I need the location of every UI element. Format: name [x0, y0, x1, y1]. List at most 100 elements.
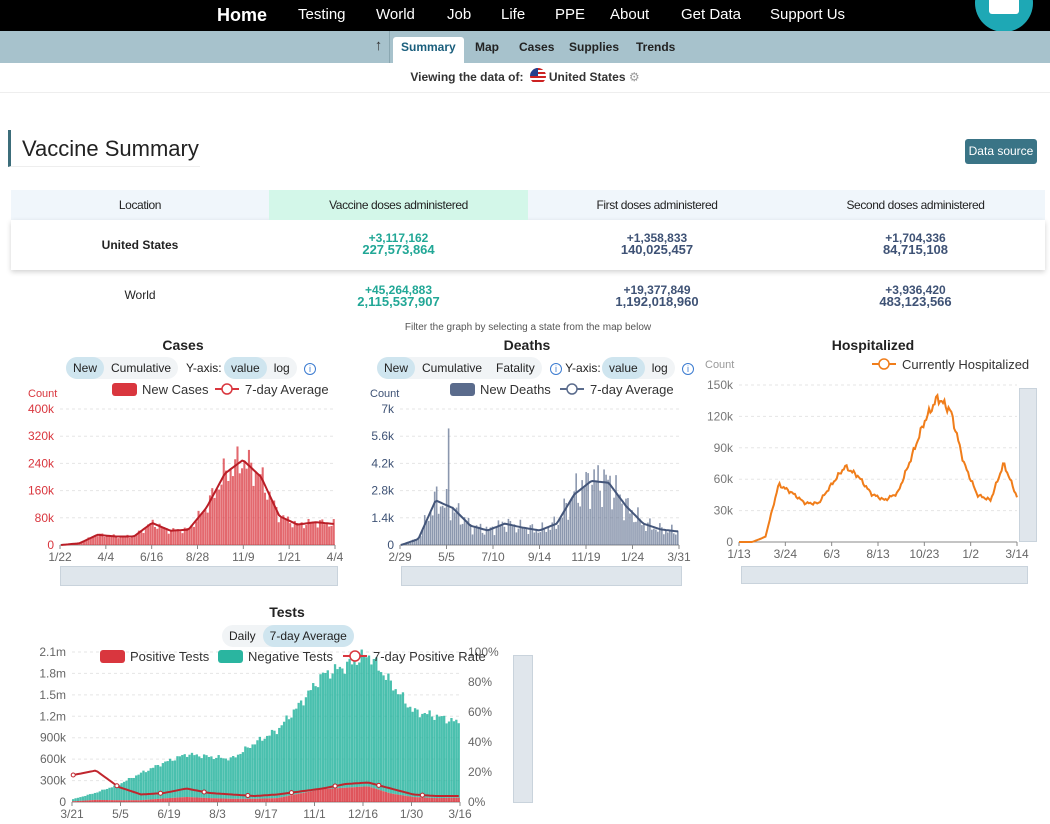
negative-test-bar	[329, 678, 332, 789]
negative-test-bar	[249, 747, 252, 799]
negative-test-bar	[96, 792, 99, 800]
positive-rate-marker	[201, 789, 207, 795]
positive-test-bar	[343, 787, 346, 802]
nav-world[interactable]: World	[376, 6, 415, 23]
deaths-range-slider[interactable]	[401, 566, 682, 586]
deaths-log-button[interactable]: log	[651, 361, 668, 375]
negative-test-bar	[190, 752, 194, 798]
case-bar	[261, 467, 264, 545]
positive-test-bar	[200, 797, 203, 802]
negative-test-bar	[81, 796, 85, 801]
positive-test-bar	[198, 797, 201, 802]
case-bar	[163, 527, 166, 545]
tab-summary[interactable]: Summary	[393, 37, 464, 66]
tests-daily-button[interactable]: Daily	[229, 629, 256, 643]
positive-test-bar	[164, 798, 167, 802]
positive-test-bar	[392, 793, 395, 802]
data-source-button[interactable]: Data source	[965, 139, 1037, 164]
nav-about[interactable]: About	[610, 6, 650, 23]
tab-map[interactable]: Map	[475, 40, 499, 54]
hospitalized-chart: Hospitalized Count 0 30k 60k 90k 120k 150k 1/13…	[705, 337, 1029, 578]
negative-test-bar	[161, 763, 165, 799]
tab-cases[interactable]: Cases	[519, 40, 555, 54]
deaths-scale-toggle: value log	[602, 357, 675, 379]
gear-icon[interactable]: ⚙	[628, 70, 640, 84]
divider	[0, 92, 1050, 93]
negative-test-bar	[280, 725, 283, 798]
nav-home[interactable]: Home	[217, 5, 268, 25]
case-bar	[332, 519, 335, 545]
case-bar	[247, 449, 250, 545]
deaths-new-button[interactable]: New	[377, 357, 416, 379]
death-bar	[413, 539, 416, 545]
case-bar	[257, 474, 260, 545]
table-row: United States +3,117,162 227,573,864 +1,3…	[11, 220, 1045, 270]
death-bar	[569, 500, 571, 545]
cell-us-doses: +3,117,162 227,573,864	[269, 220, 528, 270]
death-bar	[625, 498, 627, 545]
cases-chart: Cases Count 0 80k 160k 240k 320k 400k 1/22 4/4 6/…	[28, 337, 344, 564]
positive-rate-marker	[288, 790, 294, 796]
hospitalized-range-slider[interactable]	[741, 566, 1028, 584]
cases-value-button[interactable]: value	[224, 357, 267, 379]
negative-test-bar	[319, 674, 322, 790]
y-tick-label: 5.6k	[371, 429, 395, 443]
negative-test-bar	[411, 711, 414, 797]
negative-test-bar	[360, 649, 363, 787]
tab-supplies[interactable]: Supplies	[569, 40, 620, 54]
positive-test-bar	[188, 797, 191, 802]
death-bar	[659, 523, 661, 545]
legend-label: 7-day Positive Rate	[373, 649, 486, 664]
tab-trends[interactable]: Trends	[636, 40, 676, 54]
negative-test-bar	[219, 757, 223, 799]
viewing-country[interactable]: United States	[548, 70, 626, 84]
cases-range-slider[interactable]	[60, 566, 338, 586]
deaths-cumulative-button[interactable]: Cumulative	[422, 361, 483, 375]
cases-log-button[interactable]: log	[273, 361, 290, 375]
positive-test-bar	[74, 801, 77, 802]
nav-life[interactable]: Life	[501, 6, 526, 23]
positive-test-bar	[139, 800, 143, 802]
deaths-fatality-button[interactable]: Fatality	[496, 361, 535, 375]
death-bar	[621, 503, 623, 545]
nav-testing[interactable]: Testing	[298, 6, 346, 23]
x-tick-label: 5/5	[438, 550, 455, 564]
negative-test-bar	[450, 717, 453, 798]
death-bar	[469, 524, 472, 545]
negative-test-bar	[435, 714, 439, 799]
negative-test-bar	[379, 672, 383, 791]
negative-test-bar	[404, 703, 407, 796]
death-bar	[421, 529, 424, 545]
cases-new-button[interactable]: New	[66, 357, 105, 379]
death-bar	[455, 507, 458, 545]
tests-vertical-slider[interactable]	[513, 655, 533, 803]
info-icon[interactable]: i	[550, 363, 562, 375]
tests-avg-button[interactable]: 7-day Average	[262, 625, 354, 647]
deaths-value-button[interactable]: value	[602, 357, 645, 379]
positive-test-bar	[348, 787, 351, 802]
case-bar	[156, 528, 159, 545]
positive-test-bar	[430, 797, 434, 802]
case-bar	[92, 537, 95, 545]
positive-test-bar	[98, 799, 101, 802]
negative-test-bar	[139, 772, 143, 801]
case-bar	[121, 536, 124, 545]
arrow-up-icon[interactable]: ↑	[368, 31, 390, 63]
death-bar	[579, 506, 581, 545]
negative-test-bar	[113, 785, 116, 801]
y2-tick-label: 60%	[468, 705, 492, 719]
cases-cumulative-button[interactable]: Cumulative	[111, 361, 172, 375]
x-tick-label: 1/30	[400, 807, 424, 821]
info-icon[interactable]: i	[304, 363, 316, 375]
nav-ppe[interactable]: PPE	[555, 6, 586, 23]
nav-get-data[interactable]: Get Data	[681, 6, 742, 23]
positive-test-bar	[382, 791, 385, 802]
nav-job[interactable]: Job	[447, 6, 472, 23]
death-bar	[559, 517, 562, 545]
info-icon[interactable]: i	[682, 363, 694, 375]
nav-support[interactable]: Support Us	[770, 6, 846, 23]
hospitalized-vertical-slider[interactable]	[1019, 388, 1037, 542]
case-bar	[135, 534, 138, 545]
positive-test-bar	[346, 787, 349, 802]
world-doses-total: 2,115,537,907	[357, 294, 440, 309]
